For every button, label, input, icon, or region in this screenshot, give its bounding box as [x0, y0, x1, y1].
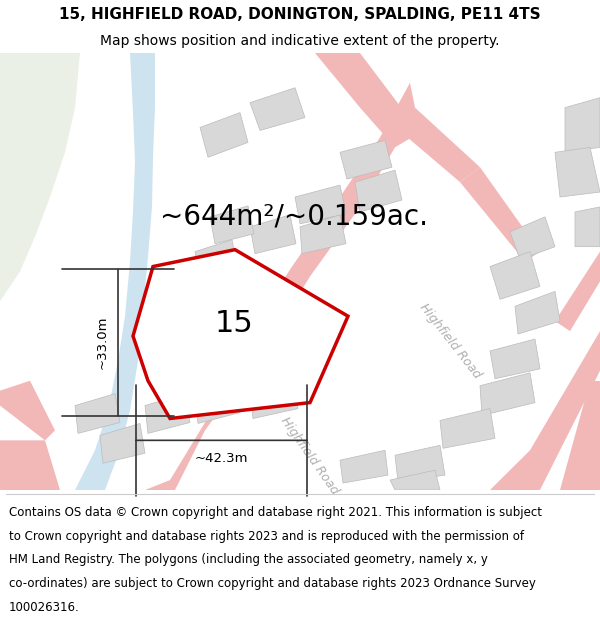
- Polygon shape: [390, 107, 480, 182]
- Polygon shape: [555, 252, 600, 331]
- Polygon shape: [0, 441, 60, 490]
- Text: Contains OS data © Crown copyright and database right 2021. This information is : Contains OS data © Crown copyright and d…: [9, 506, 542, 519]
- Polygon shape: [560, 381, 600, 490]
- Polygon shape: [133, 249, 348, 419]
- Polygon shape: [75, 394, 120, 433]
- Polygon shape: [490, 252, 540, 299]
- Polygon shape: [355, 170, 402, 212]
- Polygon shape: [195, 384, 240, 424]
- Text: 15, HIGHFIELD ROAD, DONINGTON, SPALDING, PE11 4TS: 15, HIGHFIELD ROAD, DONINGTON, SPALDING,…: [59, 8, 541, 22]
- Polygon shape: [460, 168, 540, 262]
- Polygon shape: [490, 339, 540, 379]
- Text: ~33.0m: ~33.0m: [95, 316, 109, 369]
- Text: to Crown copyright and database rights 2023 and is reproduced with the permissio: to Crown copyright and database rights 2…: [9, 530, 524, 543]
- Text: Highfield Road: Highfield Road: [417, 301, 483, 381]
- Polygon shape: [555, 148, 600, 197]
- Polygon shape: [250, 379, 298, 419]
- Text: co-ordinates) are subject to Crown copyright and database rights 2023 Ordnance S: co-ordinates) are subject to Crown copyr…: [9, 577, 536, 590]
- Polygon shape: [200, 112, 248, 158]
- Polygon shape: [340, 141, 392, 179]
- Polygon shape: [575, 207, 600, 247]
- Text: ~42.3m: ~42.3m: [195, 452, 248, 465]
- Polygon shape: [440, 409, 495, 448]
- Polygon shape: [195, 240, 238, 279]
- Polygon shape: [145, 82, 415, 490]
- Polygon shape: [490, 331, 600, 490]
- Text: ~644m²/~0.159ac.: ~644m²/~0.159ac.: [160, 203, 428, 231]
- Polygon shape: [250, 215, 296, 254]
- Polygon shape: [250, 349, 300, 389]
- Polygon shape: [565, 98, 600, 152]
- Polygon shape: [480, 372, 535, 416]
- Polygon shape: [510, 217, 555, 259]
- Polygon shape: [145, 394, 190, 433]
- Polygon shape: [295, 185, 346, 224]
- Polygon shape: [250, 88, 305, 131]
- Polygon shape: [100, 424, 145, 463]
- Polygon shape: [340, 450, 388, 483]
- Polygon shape: [515, 291, 560, 334]
- Polygon shape: [315, 53, 420, 148]
- Polygon shape: [300, 215, 346, 254]
- Text: 15: 15: [214, 309, 253, 338]
- Polygon shape: [0, 381, 55, 441]
- Polygon shape: [0, 53, 80, 490]
- Polygon shape: [210, 206, 254, 244]
- Text: HM Land Registry. The polygons (including the associated geometry, namely x, y: HM Land Registry. The polygons (includin…: [9, 554, 488, 566]
- Text: Highfield Road: Highfield Road: [278, 414, 341, 496]
- Polygon shape: [395, 445, 445, 482]
- Polygon shape: [75, 53, 155, 490]
- Polygon shape: [390, 470, 440, 490]
- Text: 100026316.: 100026316.: [9, 601, 80, 614]
- Text: Map shows position and indicative extent of the property.: Map shows position and indicative extent…: [100, 34, 500, 48]
- Polygon shape: [170, 257, 205, 289]
